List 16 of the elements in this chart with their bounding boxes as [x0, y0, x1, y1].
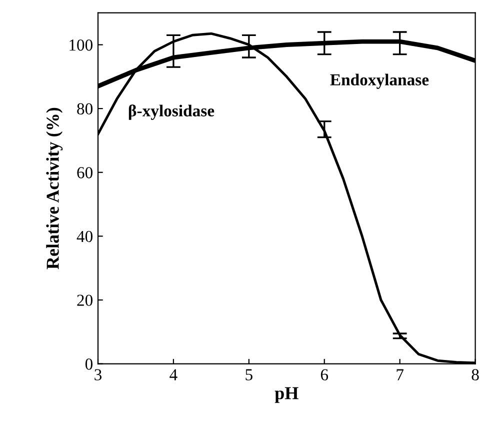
x-tick-label: 6 — [320, 369, 328, 380]
x-tick-label: 4 — [170, 369, 178, 380]
y-tick-label: 20 — [77, 294, 93, 306]
y-axis-title: Relative Activity (%) — [46, 108, 63, 270]
y-tick-label: 100 — [70, 39, 93, 51]
x-tick-label: 7 — [396, 369, 404, 380]
x-tick-label: 3 — [94, 369, 102, 380]
x-tick-label: 5 — [246, 369, 252, 380]
x-tick-label: 8 — [472, 369, 479, 380]
y-tick-label: 80 — [77, 103, 93, 115]
y-tick-label: 0 — [85, 358, 93, 370]
y-tick-label: 40 — [76, 230, 93, 242]
series-label: β-xylosidase — [128, 104, 214, 120]
y-tick-label: 60 — [77, 167, 93, 178]
x-axis-title: pH — [274, 387, 298, 403]
series-label: Endoxylanase — [330, 74, 429, 89]
